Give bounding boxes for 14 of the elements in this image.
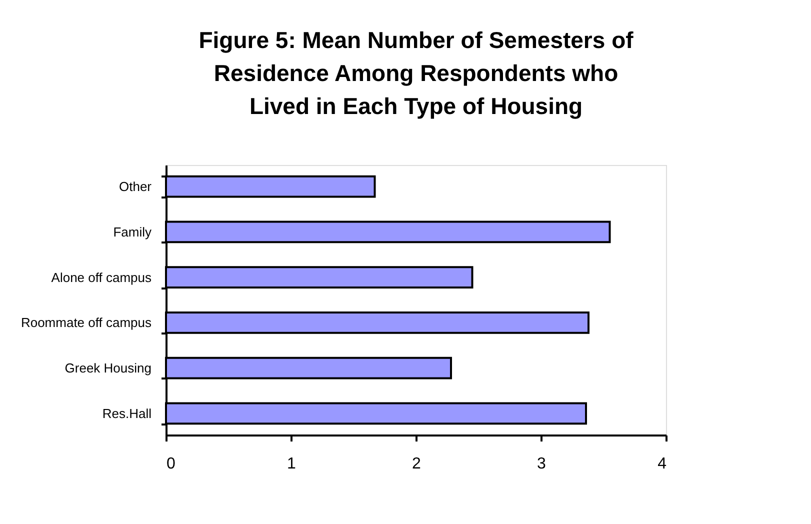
- y-tick-label: Greek Housing: [64, 360, 152, 376]
- y-tick-label: Family: [113, 224, 152, 240]
- text: Residence Among Respondents who: [214, 60, 618, 86]
- x-tick-label: 3: [537, 456, 546, 472]
- text: Lived in Each Type of Housing: [249, 93, 583, 119]
- x-tick-label: 1: [287, 456, 296, 472]
- y-tick-label: Roommate off campus: [20, 315, 152, 330]
- x-tick-label: 2: [412, 456, 422, 472]
- x-tick-label: 0: [166, 456, 176, 472]
- text: Figure 5: Mean Number of Semesters of: [198, 27, 634, 53]
- y-tick-label: Res.Hall: [102, 406, 152, 421]
- y-tick-label: Alone off campus: [51, 270, 152, 285]
- x-tick-label: 4: [658, 456, 667, 472]
- y-tick-label: Other: [118, 179, 152, 194]
